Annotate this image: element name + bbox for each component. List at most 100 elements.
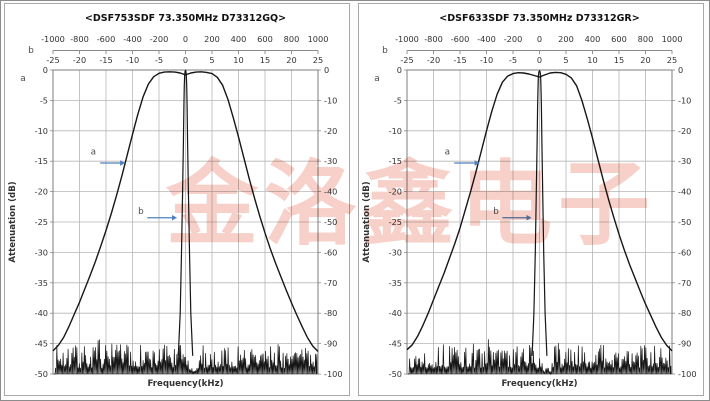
top-axis-scale-label: -5 bbox=[155, 55, 163, 65]
right-axis-tick-label: -60 bbox=[678, 247, 691, 257]
x-axis-title: Frequency(kHz) bbox=[147, 379, 223, 389]
top-axis-scale-label: 25 bbox=[667, 55, 677, 65]
top-axis-khz-label: -600 bbox=[97, 34, 116, 44]
right-axis-tick-label: -90 bbox=[678, 339, 691, 349]
left-axis-tick-label: -25 bbox=[389, 217, 402, 227]
top-axis-khz-label: -800 bbox=[70, 34, 89, 44]
right-axis-tick-label: -10 bbox=[324, 95, 337, 105]
left-axis-tick-label: -45 bbox=[35, 339, 48, 349]
left-axis-tick-label: -10 bbox=[35, 126, 48, 136]
top-axis-khz-label: -400 bbox=[477, 34, 496, 44]
top-axis-khz-label: 800 bbox=[638, 34, 654, 44]
left-axis-letter: a bbox=[374, 74, 380, 84]
right-axis-tick-label: -90 bbox=[324, 339, 337, 349]
annotation-arrowhead bbox=[172, 214, 178, 221]
right-axis-tick-label: 0 bbox=[678, 65, 683, 75]
right-axis-tick-label: -40 bbox=[678, 187, 691, 197]
top-axis-khz-label: 200 bbox=[558, 34, 574, 44]
top-axis-khz-label: 800 bbox=[284, 34, 300, 44]
top-axis-khz-label: 0 bbox=[183, 34, 188, 44]
top-axis-scale-label: 0 bbox=[537, 55, 542, 65]
top-axis-scale-label: 15 bbox=[614, 55, 624, 65]
top-axis-scale-label: 5 bbox=[563, 55, 568, 65]
x-axis-title: Frequency(kHz) bbox=[501, 379, 577, 389]
right-axis-tick-label: -30 bbox=[678, 156, 691, 166]
left-axis-tick-label: -10 bbox=[389, 126, 402, 136]
right-axis-tick-label: 0 bbox=[324, 65, 329, 75]
right-axis-tick-label: -50 bbox=[678, 217, 691, 227]
right-axis-tick-label: -80 bbox=[324, 308, 337, 318]
right-axis-tick-label: -100 bbox=[678, 369, 697, 379]
left-axis-tick-label: -50 bbox=[389, 369, 402, 379]
left-axis-tick-label: -15 bbox=[389, 156, 402, 166]
annotation-letter-b: b bbox=[138, 207, 144, 217]
top-axis-khz-label: 400 bbox=[585, 34, 601, 44]
left-axis-tick-label: -40 bbox=[35, 308, 48, 318]
top-axis-scale-label: -25 bbox=[400, 55, 413, 65]
top-axis-khz-label: 600 bbox=[257, 34, 273, 44]
chart-title: <DSF633SDF 73.350MHz D73312GR> bbox=[439, 13, 639, 24]
top-axis-scale-label: 10 bbox=[587, 55, 597, 65]
top-axis-khz-label: -200 bbox=[504, 34, 523, 44]
top-axis-scale-label: -20 bbox=[73, 55, 86, 65]
left-axis-tick-label: -25 bbox=[35, 217, 48, 227]
noise-floor-trace bbox=[408, 339, 672, 376]
left-axis-tick-label: -30 bbox=[35, 247, 48, 257]
right-axis-tick-label: -60 bbox=[324, 247, 337, 257]
top-axis-scale-label: -5 bbox=[509, 55, 517, 65]
left-axis-tick-label: 0 bbox=[397, 65, 402, 75]
left-axis-tick-label: -35 bbox=[389, 278, 402, 288]
top-axis-khz-label: 1000 bbox=[308, 34, 329, 44]
top-axis-khz-label: 0 bbox=[537, 34, 542, 44]
filter-response-chart-left: 0 0 -5 -10 -10 -20 -15 -30 -20 -40 -25 -50 -30 -60 -35… bbox=[8, 13, 343, 389]
left-axis-tick-label: 0 bbox=[43, 65, 48, 75]
left-axis-tick-label: -50 bbox=[35, 369, 48, 379]
left-axis-tick-label: -35 bbox=[35, 278, 48, 288]
top-axis-scale-label: -10 bbox=[480, 55, 493, 65]
top-axis-scale-label: -10 bbox=[126, 55, 139, 65]
top-axis-scale-label: 5 bbox=[209, 55, 214, 65]
top-axis-scale-label: 15 bbox=[260, 55, 270, 65]
top-axis-scale-label: 0 bbox=[183, 55, 188, 65]
left-axis-letter: a bbox=[20, 74, 26, 84]
series-b-curve bbox=[177, 69, 194, 356]
top-axis-scale-label: 10 bbox=[233, 55, 243, 65]
top-axis-khz-label: 600 bbox=[611, 34, 627, 44]
top-axis-scale-label: -15 bbox=[453, 55, 466, 65]
right-axis-tick-label: -30 bbox=[324, 156, 337, 166]
top-axis-khz-label: -1000 bbox=[41, 34, 65, 44]
right-axis-tick-label: -100 bbox=[324, 369, 343, 379]
top-axis-scale-label: 20 bbox=[286, 55, 296, 65]
right-axis-tick-label: -50 bbox=[324, 217, 337, 227]
top-axis-khz-label: -600 bbox=[451, 34, 470, 44]
left-axis-tick-label: -40 bbox=[389, 308, 402, 318]
right-axis-tick-label: -20 bbox=[324, 126, 337, 136]
series-a-curve bbox=[52, 71, 319, 352]
top-axis-scale-label: 25 bbox=[313, 55, 323, 65]
chart-panel-right: 0 0 -5 -10 -10 -20 -15 -30 -20 -40 -25 -50 -30 -60 -35… bbox=[358, 3, 704, 396]
left-axis-tick-label: -5 bbox=[394, 95, 402, 105]
annotation-letter-a: a bbox=[445, 147, 450, 157]
top-axis-khz-label: 200 bbox=[204, 34, 220, 44]
left-axis-tick-label: -20 bbox=[35, 187, 48, 197]
right-axis-tick-label: -20 bbox=[678, 126, 691, 136]
top-axis-khz-label: -200 bbox=[150, 34, 169, 44]
top-axis-letter: b bbox=[28, 46, 34, 56]
left-axis-tick-label: -30 bbox=[389, 247, 402, 257]
series-a-curve bbox=[406, 71, 673, 352]
top-axis-khz-label: 400 bbox=[231, 34, 247, 44]
annotation-arrowhead bbox=[120, 160, 126, 166]
top-axis-scale-label: 20 bbox=[640, 55, 650, 65]
right-axis-tick-label: -80 bbox=[678, 308, 691, 318]
annotation-letter-b: b bbox=[493, 207, 499, 217]
annotation-arrowhead bbox=[526, 214, 532, 221]
right-axis-tick-label: -40 bbox=[324, 187, 337, 197]
series-b-curve bbox=[531, 69, 548, 356]
filter-response-chart-right: 0 0-5 -10-10 -20-15 -30-20 -40-25 -50-30 -60-35… bbox=[362, 13, 697, 389]
top-axis-scale-label: -15 bbox=[99, 55, 112, 65]
plot-border bbox=[406, 69, 673, 375]
left-axis-tick-label: -20 bbox=[389, 187, 402, 197]
top-axis-khz-label: -800 bbox=[424, 34, 443, 44]
chart-panel-left: 0 0 -5 -10 -10 -20 -15 -30 -20 -40 -25 -50 -30 -60 -35… bbox=[4, 3, 350, 396]
